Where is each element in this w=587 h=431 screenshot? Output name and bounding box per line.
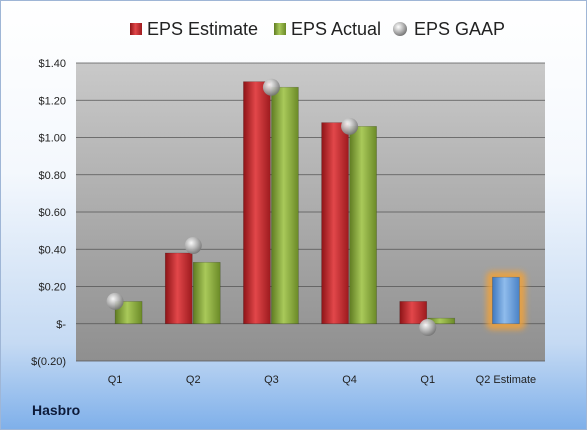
x-tick-label: Q3: [264, 374, 279, 386]
legend-swatch-eps-actual: [274, 23, 286, 35]
bar-eps-estimate: [321, 122, 349, 325]
gaap-markers: [106, 78, 437, 336]
x-tick-label: Q4: [342, 374, 357, 386]
bar-q2-estimate: [492, 276, 520, 325]
y-tick-label: $1.00: [38, 133, 66, 145]
bar-eps-estimate: [164, 252, 193, 325]
y-tick-label: $1.40: [38, 58, 66, 70]
gaap-marker: [419, 318, 437, 336]
x-tick-label: Q2 Estimate: [476, 374, 537, 386]
bar-eps-actual: [349, 126, 377, 325]
y-tick-label: $0.60: [38, 207, 66, 219]
y-tick-label: $1.20: [38, 95, 66, 107]
y-tick-label: $-: [56, 319, 66, 331]
gridlines: [76, 62, 545, 362]
y-tick-label: $0.80: [38, 170, 66, 182]
legend-swatch-eps-gaap: [393, 22, 407, 36]
y-tick-label: $0.20: [38, 282, 66, 294]
gaap-marker: [341, 117, 359, 135]
bar-eps-actual: [192, 261, 221, 325]
legend-label-eps-estimate: EPS Estimate: [147, 19, 258, 39]
bar-eps-estimate: [243, 81, 271, 325]
gaap-marker: [106, 292, 124, 310]
company-name: Hasbro: [32, 402, 81, 418]
bar-eps-actual: [114, 301, 143, 325]
legend-label-eps-actual: EPS Actual: [291, 19, 381, 39]
bar-eps-estimate: [399, 301, 428, 325]
bars: [114, 81, 526, 330]
y-axis-ticks: $(0.20) $- $0.20 $0.40 $0.60 $0.80 $1.00 $1.20 $…: [31, 58, 66, 368]
x-tick-label: Q2: [186, 374, 201, 386]
x-tick-label: Q1: [108, 374, 123, 386]
legend-label-eps-gaap: EPS GAAP: [414, 19, 505, 39]
x-axis-ticks: Q1 Q2 Q3 Q4 Q1 Q2 Estimate: [108, 374, 536, 386]
gaap-marker: [262, 78, 280, 96]
x-tick-label: Q1: [420, 374, 435, 386]
y-tick-label: $(0.20): [31, 356, 66, 368]
gaap-marker: [184, 237, 202, 255]
legend: EPS Estimate EPS Actual EPS GAAP: [130, 19, 505, 39]
y-tick-label: $0.40: [38, 244, 66, 256]
bar-eps-actual: [271, 86, 299, 325]
legend-swatch-eps-estimate: [130, 23, 142, 35]
